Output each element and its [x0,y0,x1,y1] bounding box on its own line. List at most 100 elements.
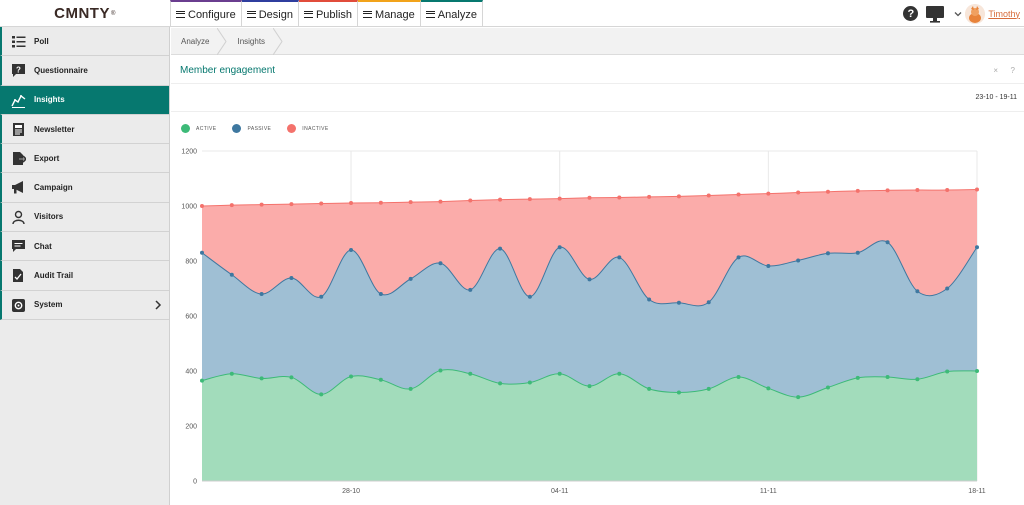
point-inactive[interactable] [319,201,324,206]
sidebar-item-chat[interactable]: Chat [0,232,169,262]
nav-tab-publish[interactable]: Publish [298,0,359,27]
point-passive[interactable] [736,255,741,260]
close-icon[interactable]: × [993,66,998,75]
point-inactive[interactable] [676,194,681,199]
user-menu[interactable]: Timothy [953,3,1020,24]
point-active[interactable] [349,374,354,379]
point-inactive[interactable] [766,191,771,196]
point-passive[interactable] [945,286,950,291]
point-passive[interactable] [319,294,324,299]
nav-tab-manage[interactable]: Manage [358,0,421,27]
point-inactive[interactable] [796,190,801,195]
sidebar-item-export[interactable]: Export [0,144,169,174]
sidebar-item-visitors[interactable]: Visitors [0,202,169,233]
point-passive[interactable] [617,255,622,260]
point-inactive[interactable] [468,198,473,203]
point-passive[interactable] [796,258,801,263]
point-passive[interactable] [855,250,860,255]
point-inactive[interactable] [945,188,950,193]
point-active[interactable] [676,390,681,395]
point-active[interactable] [587,384,592,389]
breadcrumb-item[interactable]: Analyze [181,36,210,46]
point-active[interactable] [408,386,413,391]
point-passive[interactable] [766,263,771,268]
point-active[interactable] [438,368,443,373]
point-inactive[interactable] [706,193,711,198]
sidebar-item-audit-trail[interactable]: Audit Trail [0,261,169,291]
point-active[interactable] [319,392,324,397]
point-active[interactable] [647,386,652,391]
point-passive[interactable] [975,245,979,250]
point-inactive[interactable] [408,200,413,205]
point-inactive[interactable] [259,202,264,207]
point-inactive[interactable] [915,188,920,193]
point-inactive[interactable] [557,196,562,201]
point-passive[interactable] [200,250,204,255]
point-inactive[interactable] [736,192,741,197]
point-inactive[interactable] [527,197,532,202]
point-inactive[interactable] [885,188,890,193]
point-inactive[interactable] [289,202,294,207]
nav-tab-design[interactable]: Design [241,0,299,27]
point-passive[interactable] [378,292,383,296]
point-active[interactable] [289,375,294,380]
point-active[interactable] [975,369,979,373]
point-passive[interactable] [915,289,920,294]
point-active[interactable] [885,375,890,380]
sidebar-item-campaign[interactable]: Campaign [0,173,169,203]
point-passive[interactable] [229,272,234,277]
point-active[interactable] [527,380,532,385]
point-passive[interactable] [706,300,711,305]
point-inactive[interactable] [200,204,204,208]
point-inactive[interactable] [617,195,622,200]
monitor-icon[interactable] [925,5,945,23]
cmnty-logo[interactable]: CMNTY ® [0,0,170,27]
point-inactive[interactable] [378,200,383,205]
point-inactive[interactable] [975,187,979,192]
sidebar-item-questionnaire[interactable]: ? Questionnaire [0,56,169,86]
point-inactive[interactable] [349,200,354,205]
point-passive[interactable] [557,245,562,250]
point-passive[interactable] [527,294,532,299]
point-passive[interactable] [676,300,681,305]
point-passive[interactable] [587,277,592,282]
point-passive[interactable] [468,287,473,292]
point-active[interactable] [378,377,383,382]
legend-item-passive[interactable]: PASSIVE [232,124,271,133]
point-active[interactable] [825,385,830,390]
point-active[interactable] [796,395,801,400]
point-active[interactable] [766,386,771,391]
sidebar-item-system[interactable]: System [0,290,169,320]
point-active[interactable] [945,369,950,374]
point-passive[interactable] [349,248,354,252]
point-inactive[interactable] [825,189,830,194]
point-inactive[interactable] [647,194,652,199]
legend-item-active[interactable]: ACTIVE [181,124,216,133]
point-passive[interactable] [498,246,503,251]
legend-item-inactive[interactable]: INACTIVE [287,124,328,133]
point-inactive[interactable] [438,199,443,204]
date-range-picker[interactable]: 23-10 - 19-11 [975,94,1017,101]
point-passive[interactable] [259,292,264,296]
sidebar-item-poll[interactable]: Poll [0,27,169,57]
sidebar-item-newsletter[interactable]: Newsletter [0,114,169,145]
username-link[interactable]: Timothy [988,8,1020,19]
point-passive[interactable] [825,251,830,256]
point-active[interactable] [617,371,622,376]
point-active[interactable] [498,381,503,386]
point-active[interactable] [706,386,711,391]
point-passive[interactable] [408,276,413,281]
sidebar-item-insights[interactable]: Insights [0,85,169,115]
point-inactive[interactable] [498,197,503,202]
point-active[interactable] [736,375,741,380]
panel-help-icon[interactable]: ? [1010,66,1015,75]
point-passive[interactable] [289,276,294,281]
point-active[interactable] [557,371,562,376]
help-button[interactable]: ? [903,6,919,21]
point-active[interactable] [915,377,920,382]
nav-tab-configure[interactable]: Configure [170,0,242,27]
point-inactive[interactable] [587,195,592,200]
point-active[interactable] [259,376,264,381]
point-active[interactable] [468,371,473,376]
point-active[interactable] [200,378,204,383]
